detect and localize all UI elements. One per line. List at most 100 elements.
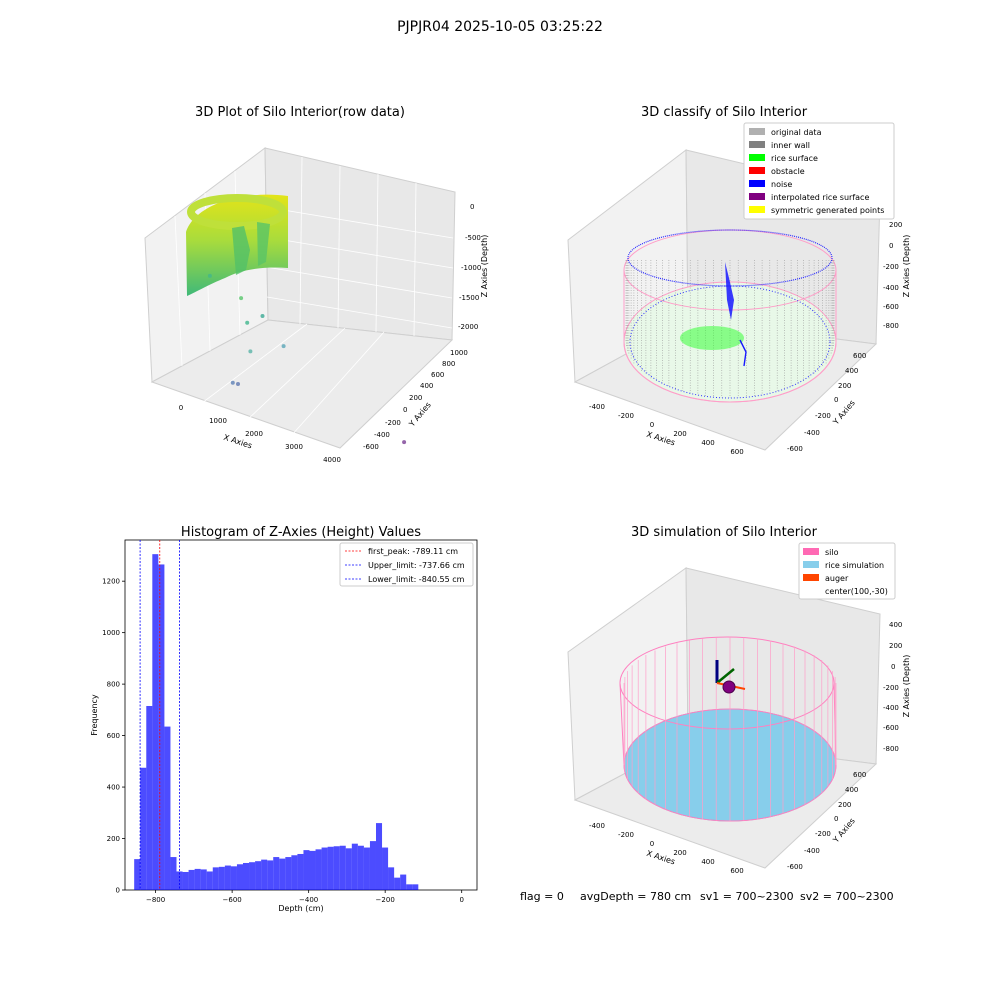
hist-x-tick-label: −200 [376, 896, 395, 904]
classify-x-tick: -400 [589, 403, 605, 411]
status-flag: flag = 0 [520, 890, 564, 903]
sim-y-tick: 600 [853, 771, 866, 779]
sim-z-tick: 400 [889, 621, 902, 629]
hist-y-tick-label: 1200 [102, 578, 120, 586]
raw-z-tick: -1500 [459, 294, 479, 302]
hist-x-ticks: −800 −600 −400 −200 0 [146, 890, 464, 904]
hist-bar [267, 860, 274, 890]
raw-y-tick: 800 [442, 360, 455, 368]
classify-x-tick: 600 [730, 448, 743, 456]
legend-label: silo [825, 548, 839, 557]
hist-bar [363, 847, 370, 890]
panel-histogram: Histogram of Z-Axies (Height) Values −80… [90, 525, 478, 913]
legend-label: rice simulation [825, 561, 884, 570]
hist-bar [218, 866, 225, 890]
classify-x-tick: -200 [618, 412, 634, 420]
hist-bar [388, 867, 395, 890]
hist-y-tick-label: 0 [116, 887, 120, 895]
raw-x-tick: 1000 [209, 417, 227, 425]
legend-item-noise: noise [749, 180, 792, 189]
hist-bar [412, 884, 419, 890]
inner-wall-points [625, 260, 835, 398]
status-avg-depth: avgDepth = 780 cm [580, 890, 691, 903]
classify-y-tick: 400 [845, 367, 858, 375]
sim-silo [619, 636, 837, 822]
legend-item-original-data: original data [749, 128, 822, 137]
legend-label: noise [771, 180, 792, 189]
hist-bar [182, 871, 189, 890]
classify-z-tick: -800 [883, 322, 899, 330]
hist-x-label: Depth (cm) [278, 904, 323, 913]
classify-y-tick: 200 [838, 382, 851, 390]
legend-item-upper-limit: Upper_limit: -737.66 cm [345, 561, 465, 570]
sim-y-tick: -200 [815, 830, 831, 838]
panel-raw-3d: 3D Plot of Silo Interior(row data) 0 [144, 105, 489, 464]
hist-bar [321, 847, 328, 890]
classify-x-tick: 0 [650, 421, 654, 429]
legend-label: Lower_limit: -840.55 cm [368, 575, 465, 584]
classify-y-tick: -200 [815, 412, 831, 420]
raw-3d-axes-box [144, 147, 456, 449]
hist-y-ticks: 0 200 400 600 800 1000 1200 [102, 578, 125, 895]
hist-bar [327, 846, 334, 890]
classify-y-tick: -400 [804, 429, 820, 437]
classify-y-tick: -600 [787, 445, 803, 453]
sim-x-tick: 0 [650, 840, 654, 848]
hist-bar [333, 846, 340, 890]
sim-y-tick: 200 [838, 801, 851, 809]
sim-x-tick: 200 [673, 849, 686, 857]
sim-x-tick: 600 [730, 867, 743, 875]
raw-data-point [281, 344, 286, 349]
classify-z-ticks: 200 0 -200 -400 -600 -800 [883, 221, 902, 330]
legend-item-interpolated: interpolated rice surface [749, 193, 869, 202]
hist-bar [194, 868, 201, 890]
hist-y-label: Frequency [90, 694, 99, 736]
hist-bar [212, 867, 219, 890]
legend-item-silo: silo [803, 548, 839, 557]
hist-bar [279, 858, 286, 890]
raw-y-tick: -600 [363, 443, 379, 451]
hist-bar [164, 726, 171, 890]
hist-bar [146, 705, 153, 890]
sim-y-tick: 400 [845, 786, 858, 794]
hist-bar [249, 862, 256, 890]
classify-z-tick: -400 [883, 284, 899, 292]
sim-y-tick: -600 [787, 863, 803, 871]
raw-data-point [260, 314, 265, 318]
hist-bar [285, 857, 292, 890]
classify-z-tick: 0 [889, 242, 893, 250]
classify-y-tick: 600 [853, 352, 866, 360]
classify-chart-title: 3D classify of Silo Interior [641, 105, 808, 120]
legend-item-lower-limit: Lower_limit: -840.55 cm [345, 575, 465, 584]
hist-x-tick-label: 0 [459, 896, 463, 904]
legend-item-symmetric: symmetric generated points [749, 206, 884, 215]
raw-outlier-points [207, 273, 407, 445]
hist-chart-title: Histogram of Z-Axies (Height) Values [181, 525, 421, 540]
hist-bar [255, 861, 262, 890]
panel-classify-3d: 3D classify of Silo Interior original da… [567, 105, 911, 456]
silo-wall-mesh [623, 637, 837, 821]
raw-z-tick: 0 [470, 203, 474, 211]
hist-y-tick-label: 800 [107, 681, 120, 689]
legend-item-auger: auger [803, 574, 849, 583]
hist-bars [134, 554, 419, 890]
legend-label: interpolated rice surface [771, 193, 869, 202]
classify-z-label: Z Axies (Depth) [902, 235, 911, 298]
legend-item-center: center(100,-30) [825, 587, 888, 596]
raw-y-label: Y Axies [407, 400, 433, 429]
hist-bar [297, 853, 304, 890]
raw-data-point [230, 380, 235, 385]
raw-y-tick: -200 [385, 419, 401, 427]
sim-y-tick: 0 [834, 815, 838, 823]
classify-y-tick: 0 [834, 396, 838, 404]
hist-bar [200, 869, 207, 890]
hist-bar [400, 874, 407, 890]
hist-bar [158, 564, 165, 890]
sim-z-tick: -600 [883, 724, 899, 732]
sim-z-tick: -800 [883, 745, 899, 753]
raw-x-tick: 2000 [245, 430, 263, 438]
sim-x-tick: -200 [618, 831, 634, 839]
hist-y-tick-label: 200 [107, 835, 120, 843]
hist-bar [315, 849, 322, 890]
legend-label: obstacle [771, 167, 805, 176]
